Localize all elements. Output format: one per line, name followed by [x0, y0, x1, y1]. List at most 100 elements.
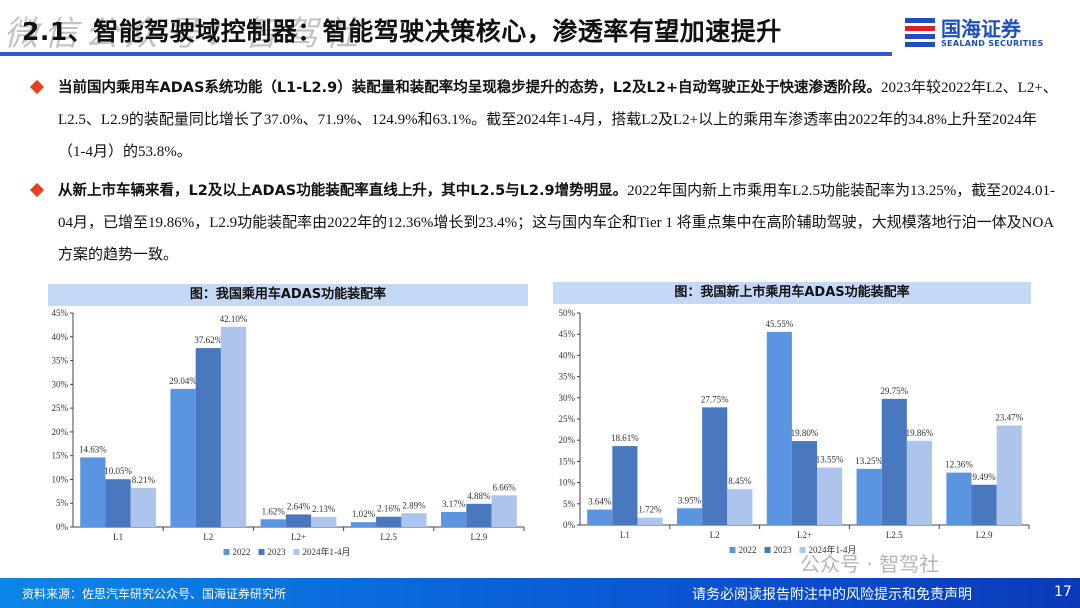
data-label: 27.75%	[701, 394, 729, 404]
data-label: 42.10%	[220, 314, 248, 324]
data-label: 1.72%	[638, 505, 662, 515]
bar	[466, 503, 492, 527]
bar	[766, 331, 792, 525]
y-tick-label: 25%	[559, 414, 576, 424]
footer: 资料来源：佐思汽车研究公众号、国海证券研究所 请务必阅读报告附注中的风险提示和免…	[0, 578, 1080, 608]
data-label: 6.66%	[493, 482, 517, 492]
data-label: 8.45%	[728, 476, 752, 486]
y-tick-label: 0%	[56, 522, 69, 532]
disclaimer-link[interactable]: 请务必阅读报告附注中的风险提示和免责声明	[692, 587, 972, 603]
y-tick-label: 35%	[52, 356, 69, 366]
data-label: 14.63%	[79, 444, 107, 454]
y-tick-label: 15%	[52, 451, 69, 461]
data-label: 10.05%	[104, 466, 132, 476]
bar	[491, 495, 517, 527]
y-tick-label: 40%	[559, 350, 576, 360]
bar	[311, 516, 337, 527]
bar	[105, 479, 131, 527]
data-label: 13.55%	[816, 455, 844, 465]
y-tick-label: 25%	[52, 403, 69, 413]
x-tick-label: L2.9	[471, 532, 488, 542]
chart-2: 0% 5% 10% 15% 20% 25% 30% 35% 40% 45% 50% L1 3.64% 18…	[559, 308, 1030, 555]
bar	[946, 472, 972, 525]
x-tick-label: L1	[113, 532, 123, 542]
y-tick-label: 45%	[52, 308, 69, 318]
page-number: 17	[1054, 584, 1072, 600]
data-label: 2.64%	[287, 501, 311, 511]
data-label: 19.80%	[791, 428, 819, 438]
bullet-text: 2023年较2022年L2、L2+、L2.5、L2.9的装配量同比增长了37.0…	[58, 80, 1058, 160]
data-label: 37.62%	[194, 335, 222, 345]
bullet-icon	[29, 79, 45, 95]
legend-label: 2022	[233, 547, 251, 557]
data-label: 19.86%	[906, 428, 934, 438]
data-label: 3.17%	[442, 499, 466, 509]
bar	[350, 522, 377, 527]
bar	[170, 388, 196, 527]
bar	[727, 489, 753, 525]
bar	[702, 407, 728, 525]
y-tick-label: 20%	[52, 427, 69, 437]
legend-swatch	[293, 549, 300, 555]
data-label: 2.16%	[377, 504, 401, 514]
page-title: 2.1、智能驾驶域控制器：智能驾驶决策核心，渗透率有望加速提升	[22, 17, 782, 46]
y-tick-label: 20%	[559, 435, 576, 445]
bar	[441, 511, 467, 527]
x-tick-label: L1	[620, 530, 630, 540]
y-tick-label: 10%	[559, 478, 576, 488]
y-tick-label: 50%	[559, 308, 576, 318]
legend-swatch	[764, 547, 771, 553]
bar	[220, 326, 247, 527]
chart-1-title: 图：我国乘用车ADAS功能装配率	[48, 284, 528, 306]
y-tick-label: 30%	[52, 379, 69, 389]
legend-swatch	[258, 549, 265, 555]
bar	[817, 467, 843, 525]
data-label: 18.61%	[611, 433, 639, 443]
x-tick-label: L2.5	[380, 532, 397, 542]
bar	[260, 519, 286, 527]
legend-label: 2024年1-4月	[809, 544, 857, 555]
y-tick-label: 15%	[559, 456, 576, 466]
data-label: 23.47%	[995, 412, 1023, 422]
legend-label: 2023	[268, 547, 287, 557]
legend-swatch	[729, 547, 736, 553]
x-tick-label: L2	[203, 532, 213, 542]
logo: 国海证券 SEALAND SECURITIES	[905, 16, 1044, 50]
bar	[195, 348, 221, 527]
bar	[676, 508, 703, 525]
data-label: 29.75%	[880, 386, 908, 396]
watermark: 微信公众号：智驾社	[4, 14, 364, 54]
legend-swatch	[799, 547, 806, 553]
bar	[856, 468, 882, 525]
x-tick-label: L2+	[291, 532, 306, 542]
data-label: 45.55%	[765, 319, 793, 329]
bar	[401, 513, 427, 527]
y-tick-label: 35%	[559, 372, 576, 382]
y-tick-label: 10%	[52, 474, 69, 484]
bar	[906, 440, 933, 525]
bar	[587, 509, 613, 525]
logo-icon	[905, 16, 935, 50]
x-tick-label: L2+	[797, 530, 812, 540]
title-divider	[0, 52, 892, 56]
data-label: 12.36%	[945, 460, 973, 470]
data-label: 3.95%	[678, 495, 702, 505]
data-label: 9.49%	[972, 472, 996, 482]
x-tick-label: L2	[710, 530, 720, 540]
chart-1: 0% 5% 10% 15% 20% 25% 30% 35% 40% 45% L1 14.63% 10.0…	[52, 308, 525, 557]
legend-label: 2024年1-4月	[303, 546, 351, 557]
bar	[80, 457, 106, 527]
watermark-2: 公众号 · 智驾社	[800, 552, 940, 576]
bullet-bold: 当前国内乘用车ADAS系统功能（L1-L2.9）装配量和装配率均呈现稳步提升的态…	[58, 80, 881, 96]
x-tick-label: L2.5	[886, 530, 903, 540]
bar	[376, 516, 402, 527]
bullet-paragraph-2: 从新上市车辆来看，L2及以上ADAS功能装配率直线上升，其中L2.5与L2.9增…	[58, 175, 1058, 271]
data-label: 1.02%	[352, 509, 376, 519]
source-note: 资料来源：佐思汽车研究公众号、国海证券研究所	[22, 587, 287, 601]
legend-swatch	[223, 549, 230, 555]
data-label: 2.89%	[402, 500, 426, 510]
legend-label: 2022	[739, 545, 757, 555]
logo-name: 国海证券	[941, 16, 1021, 41]
bar	[996, 425, 1022, 525]
data-label: 13.25%	[855, 456, 883, 466]
